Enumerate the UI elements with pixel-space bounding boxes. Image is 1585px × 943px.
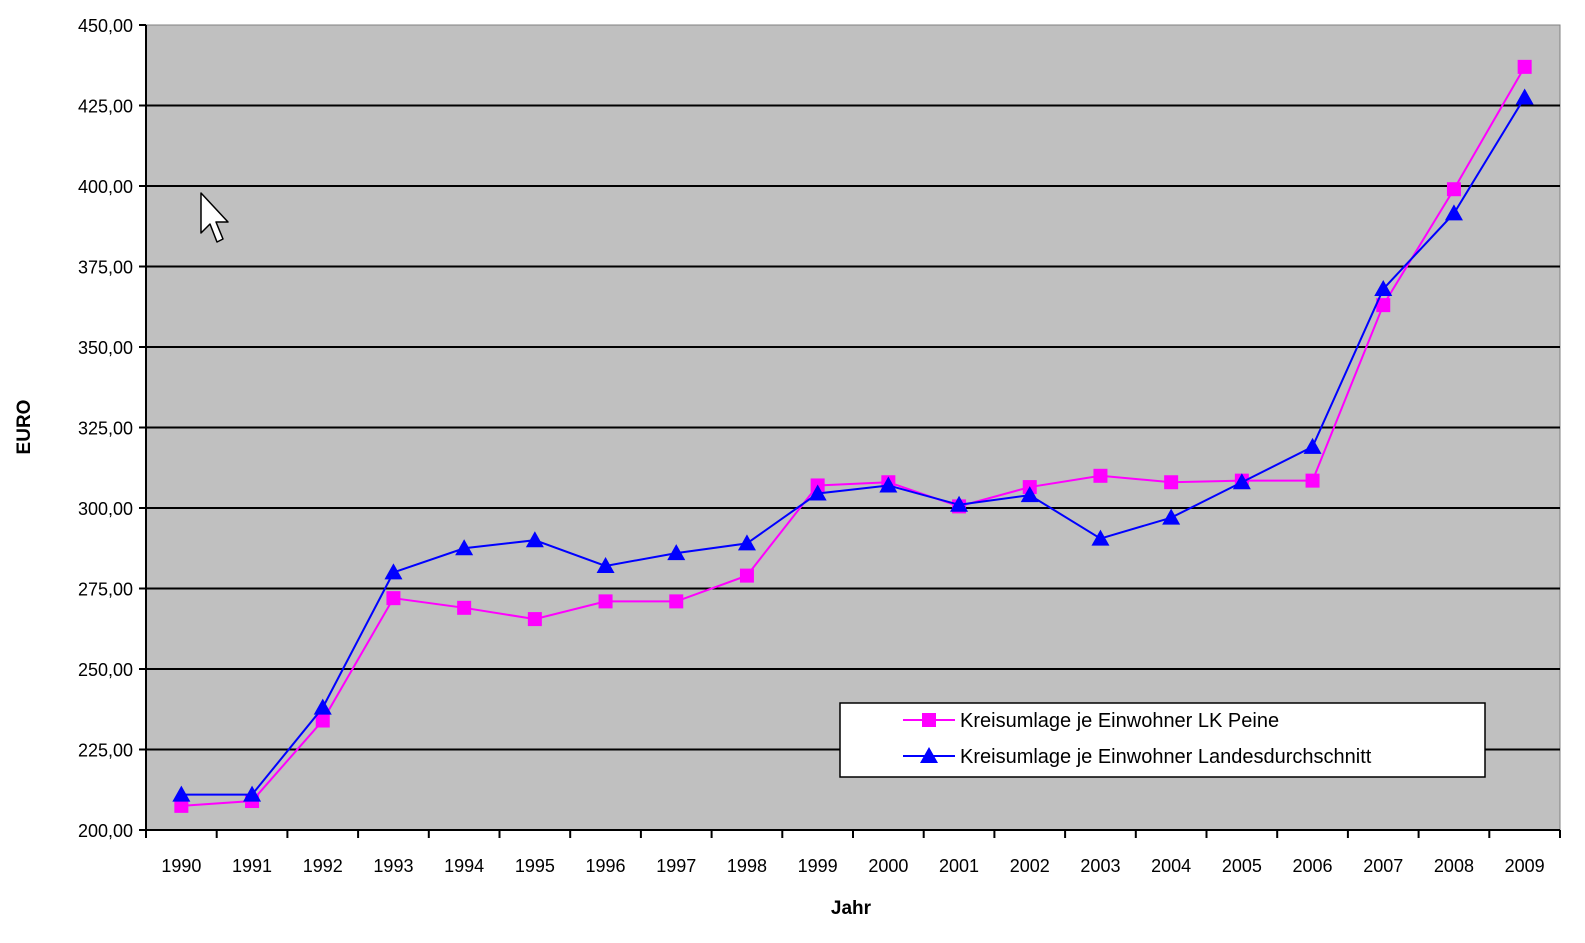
data-point-triangle (1303, 437, 1322, 454)
y-tick-label: 400,00 (78, 177, 133, 197)
data-point-square (457, 600, 472, 615)
series-line (181, 66, 1526, 807)
x-tick-label: 1999 (798, 856, 838, 876)
x-tick-label: 2007 (1363, 856, 1403, 876)
x-tick-label: 1997 (656, 856, 696, 876)
data-point-triangle (243, 785, 262, 802)
data-point-square (1093, 468, 1108, 483)
data-point-triangle (525, 531, 544, 548)
x-tick-label: 2001 (939, 856, 979, 876)
x-tick-label: 1991 (232, 856, 272, 876)
data-point-triangle (455, 539, 474, 556)
legend-label: Kreisumlage je Einwohner LK Peine (960, 710, 1279, 732)
legend: Kreisumlage je Einwohner LK Peine Kreisum… (839, 702, 1486, 778)
y-axis-label: EURO (14, 400, 35, 455)
data-point-triangle (950, 495, 969, 512)
data-point-triangle (667, 544, 686, 561)
data-point-triangle (1091, 529, 1110, 546)
y-tick-label: 350,00 (78, 338, 133, 358)
data-point-square (1517, 59, 1532, 74)
data-point-square (527, 612, 542, 627)
x-tick-label: 1990 (161, 856, 201, 876)
legend-marker (920, 747, 938, 763)
data-point-square (386, 591, 401, 606)
data-point-triangle (172, 785, 191, 802)
y-tick-label: 450,00 (78, 16, 133, 36)
x-tick-label: 2005 (1222, 856, 1262, 876)
x-tick-label: 2003 (1080, 856, 1120, 876)
data-point-square (739, 568, 754, 583)
data-point-triangle (808, 484, 827, 501)
x-axis-label: Jahr (831, 898, 872, 919)
y-tick-label: 200,00 (78, 821, 133, 841)
data-point-square (598, 594, 613, 609)
data-point-square (1164, 475, 1179, 490)
x-tick-label: 1996 (586, 856, 626, 876)
x-tick-label: 2000 (868, 856, 908, 876)
y-tick-label: 300,00 (78, 499, 133, 519)
data-point-triangle (737, 534, 756, 551)
x-tick-label: 2004 (1151, 856, 1191, 876)
data-point-triangle (384, 563, 403, 580)
x-tick-label: 2009 (1505, 856, 1545, 876)
x-tick-label: 2006 (1293, 856, 1333, 876)
data-point-square (1446, 182, 1461, 197)
y-tick-label: 325,00 (78, 419, 133, 439)
x-tick-label: 2008 (1434, 856, 1474, 876)
y-tick-label: 275,00 (78, 580, 133, 600)
legend-box (839, 702, 1486, 778)
series-line (181, 96, 1526, 796)
axes: 200,00 225,00 250,00 275,00 300,00 325,00 350,… (78, 16, 1561, 876)
data-point-triangle (1374, 280, 1393, 297)
data-point-triangle (1232, 473, 1251, 490)
data-point-triangle (1444, 204, 1463, 221)
x-tick-label: 1992 (303, 856, 343, 876)
x-tick-label: 1993 (373, 856, 413, 876)
data-point-triangle (879, 476, 898, 493)
data-point-triangle (1020, 486, 1039, 503)
y-tick-label: 250,00 (78, 660, 133, 680)
legend-label: Kreisumlage je Einwohner Landesdurchschn… (960, 746, 1372, 768)
data-point-triangle (596, 556, 615, 573)
y-tick-label: 225,00 (78, 741, 133, 761)
y-tick-label: 425,00 (78, 97, 133, 117)
x-tick-label: 1998 (727, 856, 767, 876)
series-2 (172, 88, 1534, 802)
data-point-square (669, 594, 684, 609)
x-tick-label: 2002 (1010, 856, 1050, 876)
data-point-triangle (1515, 88, 1534, 105)
x-tick-label: 1995 (515, 856, 555, 876)
mouse-pointer-icon (200, 192, 229, 243)
data-point-square (315, 713, 330, 728)
data-point-square (1376, 298, 1391, 313)
x-tick-label: 1994 (444, 856, 484, 876)
data-point-triangle (1162, 508, 1181, 525)
legend-marker (922, 713, 936, 727)
y-tick-label: 375,00 (78, 258, 133, 278)
data-point-triangle (313, 698, 332, 715)
data-point-square (174, 798, 189, 813)
data-point-square (1305, 473, 1320, 488)
series-lines (172, 59, 1534, 813)
